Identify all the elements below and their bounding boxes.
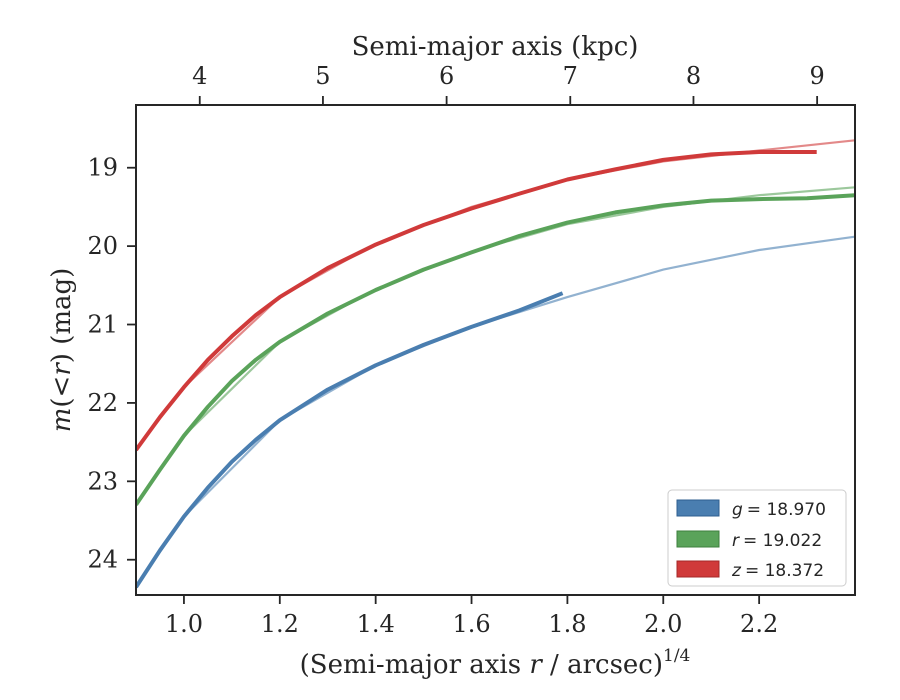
x-tick-label: 1.4 [357,610,395,638]
series-model-line-z [136,139,855,452]
legend-value-z: = 18.372 [745,561,824,581]
y-tick-label: 20 [87,232,118,260]
legend-label-z: z = 18.372 [731,561,824,581]
x-tick-label: 1.2 [261,610,299,638]
x-axis-title-mid: / arcsec) [542,650,663,680]
ticks-layer: 1.0 1.2 1.4 1.6 1.8 2.0 2.2 19 20 21 22 23 24 4 5 6 7 8 9 [87,62,824,638]
legend-swatch-r [676,530,720,548]
top-tick-label: 4 [192,62,207,90]
legend: g = 18.970 r = 19.022 z = 18.372 [667,489,847,587]
series-line-r [136,193,855,506]
plot-frame [135,104,856,596]
series-layer [136,139,855,589]
legend-swatch-g [676,499,720,517]
top-tick-label: 5 [315,62,330,90]
x-axis-title-sup: 1/4 [663,646,690,666]
x-tick-label: 1.0 [165,610,203,638]
legend-var-r: r [732,531,740,551]
legend-label-g: g = 18.970 [732,500,826,520]
x-tick-label: 1.8 [548,610,586,638]
y-axis-title-suffix: ) (mag) [47,268,77,364]
y-tick-label: 21 [87,311,118,339]
top-tick-label: 7 [563,62,578,90]
y-axis-title-lt: < [47,376,77,398]
series-line-z [136,150,817,452]
x-tick-label: 2.0 [644,610,682,638]
y-axis-title-open: ( [47,397,77,407]
y-tick-label: 22 [87,389,118,417]
y-tick-label: 23 [87,467,118,495]
top-tick-label: 6 [439,62,454,90]
top-axis-title: Semi-major axis (kpc) [352,32,639,62]
y-axis-title: m(<r) (mag) [47,268,77,433]
y-tick-label: 19 [87,154,118,182]
legend-var-z: z [731,561,742,581]
x-axis-title: (Semi-major axis r / arcsec)1/4 [300,646,691,680]
x-axis-title-prefix: (Semi-major axis [300,650,530,680]
x-axis-title-var: r [529,650,543,680]
legend-swatch-z [676,560,720,578]
y-axis-title-var2: r [47,362,77,376]
legend-var-g: g [732,500,743,520]
x-tick-label: 1.6 [452,610,490,638]
y-tick-label: 24 [87,546,118,574]
top-tick-label: 8 [686,62,701,90]
top-tick-label: 9 [809,62,824,90]
legend-value-r: = 19.022 [743,531,822,551]
legend-value-g: = 18.970 [747,500,826,520]
series-line-g [136,291,564,589]
x-tick-label: 2.2 [740,610,778,638]
legend-label-r: r = 19.022 [732,531,822,551]
y-axis-title-var: m [47,408,77,433]
